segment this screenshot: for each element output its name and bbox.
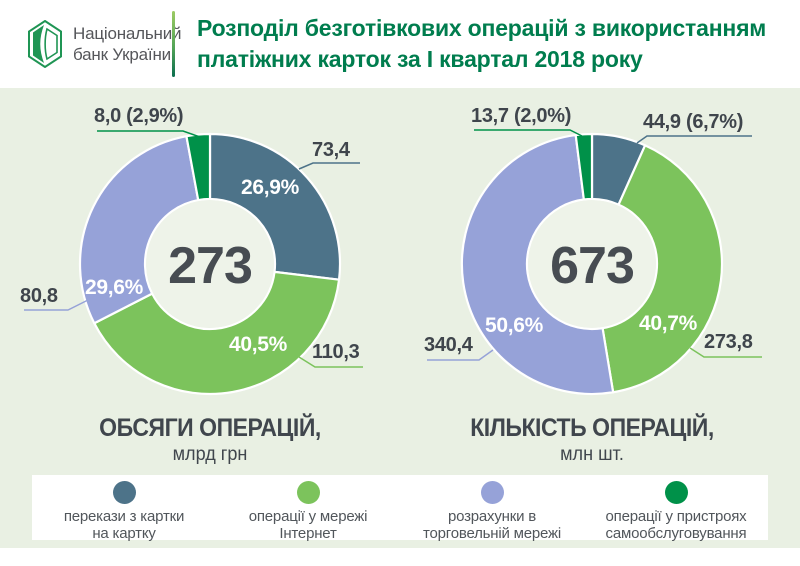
caption-volumes: ОБСЯГИ ОПЕРАЦІЙ, млрд грн: [60, 414, 360, 466]
donut-left-total: 273: [168, 237, 253, 295]
donut-chart-volumes: [78, 132, 342, 396]
caption-volumes-units: млрд грн: [172, 444, 248, 465]
legend-dot-green: [296, 481, 320, 504]
legend-label-self-service: операції у пристроях самообслуговування: [605, 508, 747, 543]
nbu-logo-text: Національний банк України: [73, 23, 182, 66]
caption-counts: КІЛЬКІСТЬ ОПЕРАЦІЙ, млн шт.: [442, 414, 742, 466]
nbu-logo-line2: банк України: [73, 45, 171, 64]
donut-segment-green: [93, 270, 341, 396]
legend-dot-slate: [112, 481, 136, 504]
caption-volumes-title: ОБСЯГИ ОПЕРАЦІЙ,: [99, 414, 321, 442]
donut-segment-green: [601, 144, 724, 394]
donut-segment-purple: [78, 135, 200, 325]
donut-hole: [146, 200, 274, 328]
pct-label-right-purple: 50,6%: [484, 314, 544, 337]
legend-item-self-service: операції у пристроях самообслуговування: [584, 475, 768, 543]
nbu-logo: Національний банк України: [0, 20, 182, 68]
callout-left-darkgreen: 8,0 (2,9%): [94, 105, 184, 127]
legend-item-internet: операції у мережі Інтернет: [216, 475, 400, 543]
callout-left-purple: 80,8: [20, 285, 58, 307]
legend-item-retail: розрахунки в торговельній мережі: [400, 475, 584, 543]
caption-counts-units: млн шт.: [560, 444, 624, 465]
pct-label-left-slate: 26,9%: [240, 176, 300, 199]
donut-segment-purple: [460, 133, 615, 396]
callout-right-slate: 44,9 (6,7%): [643, 111, 744, 133]
pct-label-right-green: 40,7%: [638, 312, 698, 335]
page-title: Розподіл безготівкових операцій з викори…: [197, 14, 767, 72]
legend: перекази з картки на картку операції у м…: [32, 475, 768, 543]
nbu-logo-icon: [28, 20, 62, 68]
callout-left-green: 110,3: [312, 341, 360, 363]
donut-chart-counts: [460, 132, 724, 396]
legend-label-card-transfers: перекази з картки на картку: [63, 508, 185, 543]
legend-dot-purple: [480, 481, 504, 504]
callout-right-darkgreen: 13,7 (2,0%): [471, 105, 572, 127]
legend-dot-darkgreen: [664, 481, 688, 504]
donut-segment-slate: [208, 132, 342, 281]
callout-left-slate: 73,4: [312, 139, 350, 161]
pct-label-left-purple: 29,6%: [84, 276, 144, 299]
callout-right-purple: 340,4: [424, 334, 473, 356]
legend-item-card-transfers: перекази з картки на картку: [32, 475, 216, 543]
donut-right-total: 673: [550, 237, 635, 295]
header-divider: [172, 11, 175, 77]
header: Національний банк України Розподіл безго…: [0, 0, 800, 88]
callout-right-green: 273,8: [704, 331, 753, 353]
legend-label-retail: розрахунки в торговельній мережі: [423, 508, 561, 543]
donut-hole: [528, 200, 656, 328]
legend-label-internet: операції у мережі Інтернет: [248, 508, 368, 543]
charts-area: 273 673 26,9% 40,5% 29,6% 40,7% 50,6% 8,…: [0, 88, 800, 566]
nbu-logo-line1: Національний: [73, 23, 182, 43]
caption-counts-title: КІЛЬКІСТЬ ОПЕРАЦІЙ,: [470, 414, 714, 442]
footer-strip: [0, 548, 800, 566]
pct-label-left-green: 40,5%: [228, 333, 288, 356]
